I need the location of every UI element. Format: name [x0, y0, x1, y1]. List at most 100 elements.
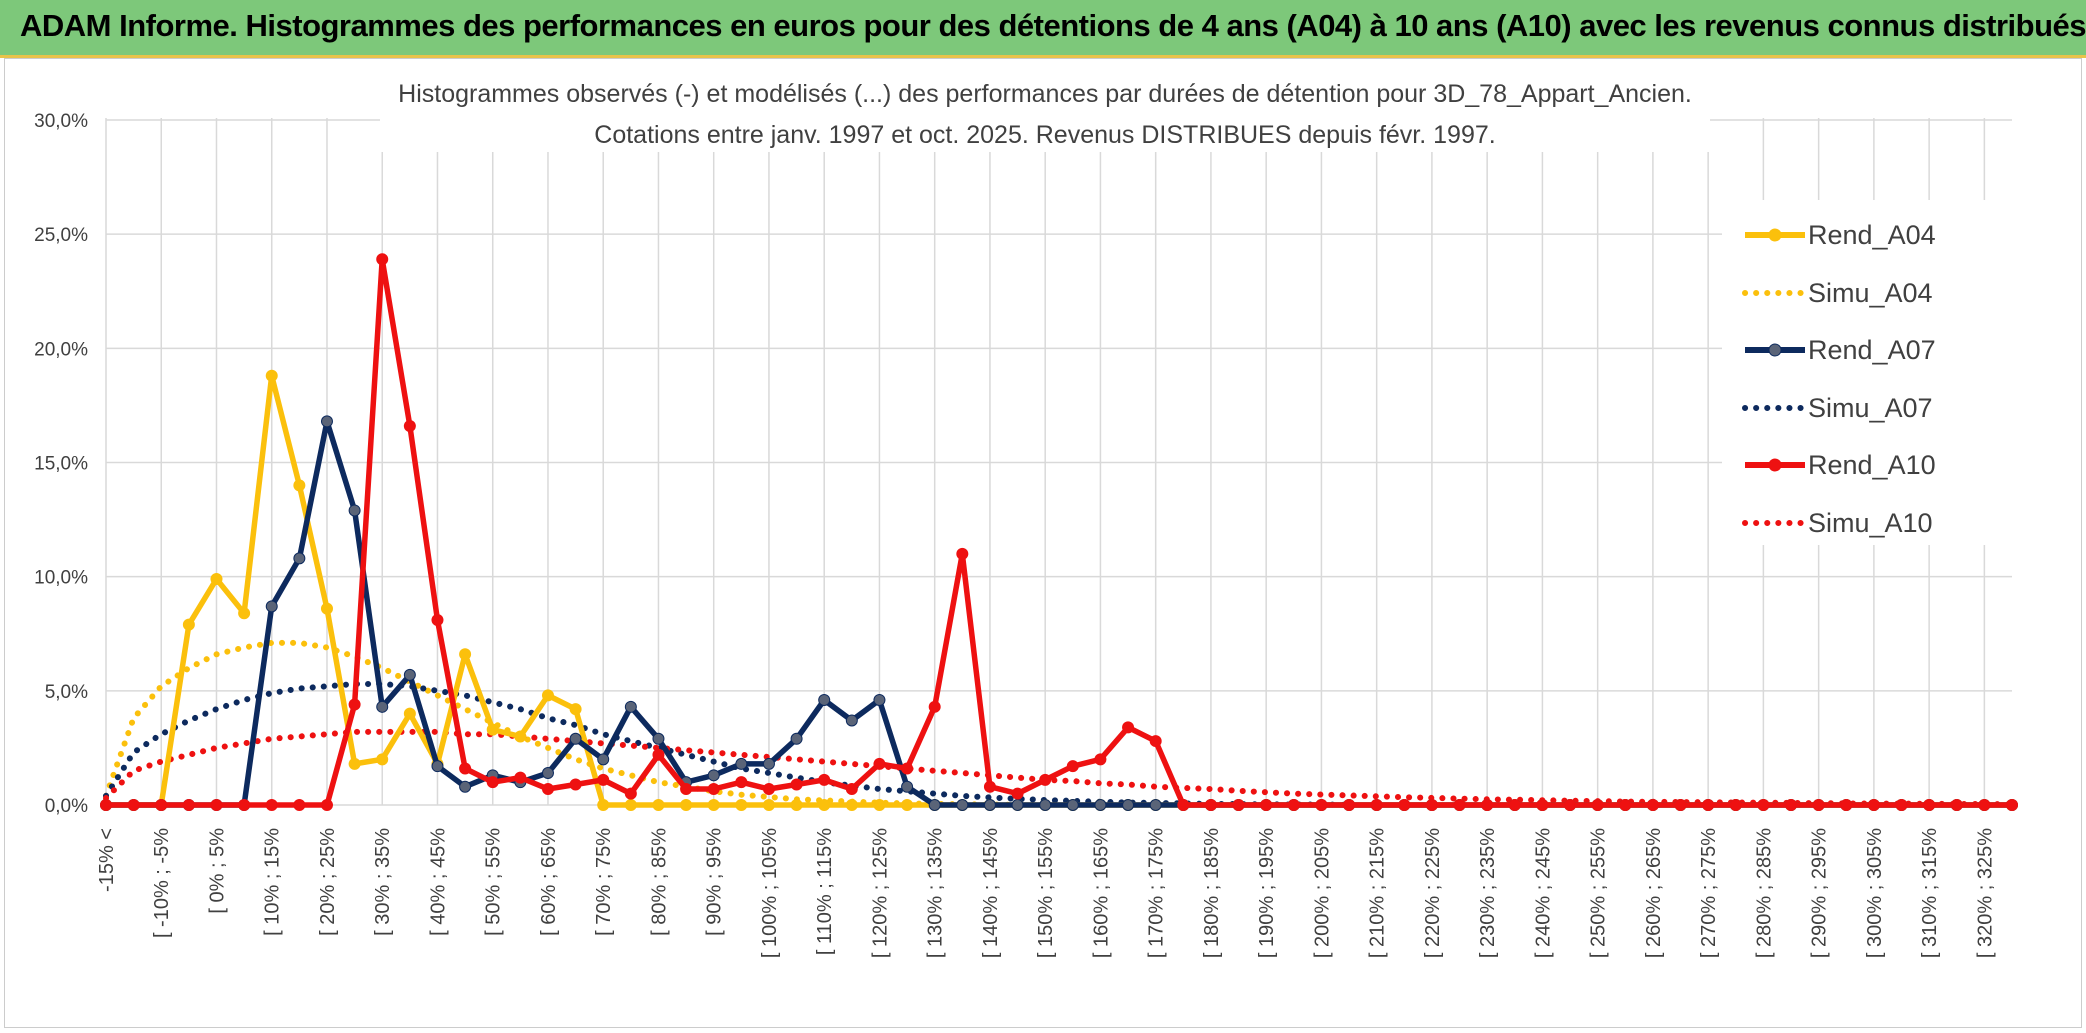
x-tick-label: [ 280% ; 285%: [1753, 828, 1775, 958]
x-tick-label: [ -10% ; -5%: [151, 828, 173, 938]
x-tick-label: [ 80% ; 85%: [648, 828, 670, 936]
data-point: [155, 799, 168, 811]
data-point: [1895, 799, 1908, 811]
data-point: [569, 732, 582, 745]
data-point: [624, 799, 637, 811]
legend-label: Simu_A07: [1808, 393, 1933, 423]
legend-entry: Simu_A10: [1742, 508, 1933, 538]
data-point: [320, 415, 333, 428]
x-tick-label: [ 170% ; 175%: [1146, 828, 1168, 958]
data-point: [1425, 799, 1438, 811]
report-title: ADAM Informe. Histogrammes des performan…: [20, 8, 2086, 43]
data-point: [320, 602, 333, 615]
data-point: [652, 748, 665, 761]
x-tick-label: [ 260% ; 265%: [1643, 828, 1665, 958]
data-point: [182, 618, 195, 631]
data-point: [403, 419, 416, 432]
x-tick-label: -15% <: [96, 828, 118, 892]
x-tick-label: [ 70% ; 75%: [593, 828, 615, 936]
data-point: [1812, 799, 1825, 811]
data-point: [376, 700, 389, 713]
data-point: [597, 773, 610, 786]
data-point: [431, 760, 444, 773]
data-point: [376, 253, 389, 266]
x-tick-label: [ 110% ; 115%: [814, 828, 836, 955]
data-point: [1315, 799, 1328, 811]
data-point: [873, 757, 886, 770]
x-tick-label: [ 230% ; 235%: [1477, 828, 1499, 958]
data-point: [1923, 799, 1936, 811]
data-point: [790, 778, 803, 791]
data-point: [541, 767, 554, 780]
data-point: [956, 547, 969, 560]
data-point: [680, 783, 693, 796]
data-point: [265, 369, 278, 382]
data-point: [459, 762, 472, 775]
data-point: [1149, 735, 1162, 748]
data-point: [790, 732, 803, 745]
data-point: [1978, 799, 1991, 811]
legend-label: Rend_A10: [1808, 450, 1936, 480]
data-point: [762, 783, 775, 796]
x-tick-label: [ 20% ; 25%: [317, 828, 339, 936]
data-point: [459, 648, 472, 661]
data-point: [293, 479, 306, 492]
data-point: [541, 783, 554, 796]
data-point: [541, 689, 554, 702]
x-tick-label: [ 50% ; 55%: [483, 828, 505, 936]
data-point: [376, 753, 389, 766]
data-point: [624, 700, 637, 713]
data-point: [1536, 799, 1549, 811]
data-point: [983, 799, 996, 811]
data-point: [707, 799, 720, 811]
data-point: [873, 693, 886, 706]
chart-title-backdrop: [380, 77, 1710, 111]
data-point: [1674, 799, 1687, 811]
data-point: [293, 799, 306, 811]
legend-label: Rend_A07: [1808, 335, 1936, 365]
data-point: [348, 698, 361, 711]
data-point: [182, 799, 195, 811]
data-point: [983, 780, 996, 793]
data-point: [845, 799, 858, 811]
data-point: [901, 762, 914, 775]
report-banner: ADAM Informe. Histogrammes des performan…: [0, 0, 2086, 58]
data-point: [127, 799, 140, 811]
data-point: [901, 799, 914, 811]
series-line: [106, 256, 2012, 808]
data-point: [2006, 799, 2018, 811]
data-point: [1729, 799, 1742, 811]
data-point: [486, 723, 499, 736]
x-tick-label: [ 310% ; 315%: [1919, 828, 1941, 958]
data-point: [1481, 799, 1494, 811]
data-point: [210, 572, 223, 585]
x-tick-label: [ 10% ; 15%: [262, 828, 284, 936]
data-point: [762, 799, 775, 811]
series-line: [103, 728, 2015, 808]
data-point: [1785, 799, 1798, 811]
data-point: [403, 668, 416, 681]
x-tick-label: [ 220% ; 225%: [1422, 828, 1444, 958]
x-tick-label: [ 0% ; 5%: [206, 828, 228, 914]
data-point: [1066, 799, 1079, 811]
data-point: [431, 614, 444, 627]
data-point: [1204, 799, 1217, 811]
data-point: [707, 769, 720, 782]
data-point: [928, 799, 941, 811]
x-tick-label: [ 160% ; 165%: [1090, 828, 1112, 958]
legend-label: Simu_A04: [1808, 278, 1933, 308]
data-point: [210, 799, 223, 811]
data-point: [680, 799, 693, 811]
legend-entry: Rend_A07: [1745, 335, 1936, 365]
data-point: [459, 780, 472, 793]
series-line: [103, 639, 1021, 808]
x-tick-label: [ 200% ; 205%: [1311, 828, 1333, 958]
x-tick-label: [ 320% ; 325%: [1974, 828, 1996, 958]
x-tick-label: [ 270% ; 275%: [1698, 828, 1720, 958]
x-tick-label: [ 210% ; 215%: [1367, 828, 1389, 958]
data-point: [403, 707, 416, 720]
legend-label: Simu_A10: [1808, 508, 1933, 538]
y-tick-label: 15,0%: [34, 454, 88, 475]
data-point: [1232, 799, 1245, 811]
